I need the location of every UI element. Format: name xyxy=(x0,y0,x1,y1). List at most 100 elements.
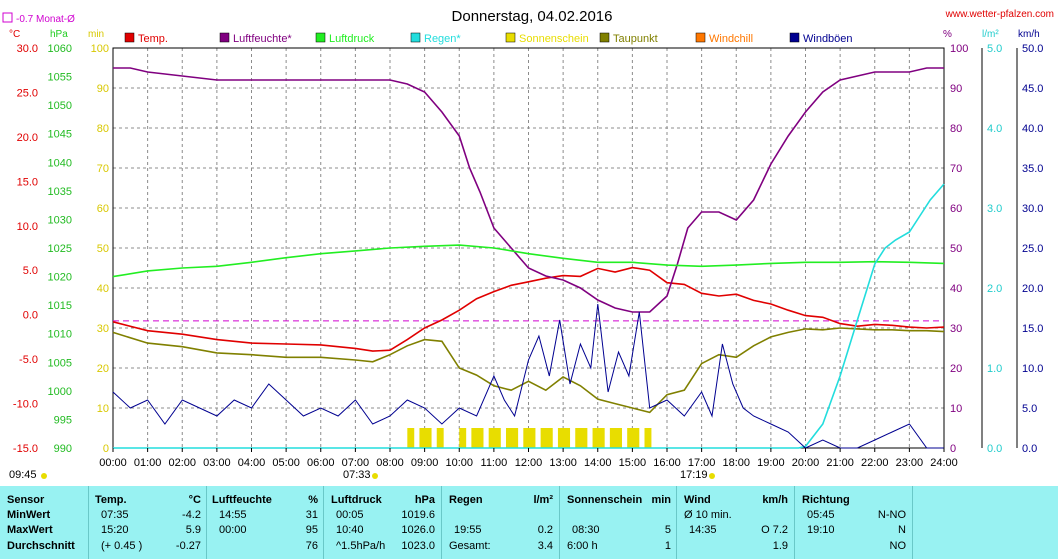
sunrise-marker xyxy=(372,473,378,479)
tick-label-pressure: 995 xyxy=(54,414,72,426)
tick-label-pressure: 1025 xyxy=(48,243,72,255)
tick-label-rain: 4.0 xyxy=(987,123,1002,135)
tick-label-wind: 20.0 xyxy=(1022,283,1043,295)
sunshine-bar xyxy=(493,428,501,448)
tick-label-rain: 3.0 xyxy=(987,203,1002,215)
sunshine-bar xyxy=(419,428,427,448)
stats-value: 95 xyxy=(305,524,318,536)
stats-unit-wind: km/h xyxy=(762,494,788,506)
series-line-temp xyxy=(112,266,945,352)
stats-header-wind: Wind xyxy=(684,494,711,506)
tick-label-rain: 2.0 xyxy=(987,283,1002,295)
stats-time: (+ 0.45 ) xyxy=(101,540,143,552)
legend-label: Windböen xyxy=(803,33,853,45)
stats-value: 1026.0 xyxy=(401,524,435,536)
tick-label-temp: -5.0 xyxy=(19,354,38,366)
tick-label-minutes: 0 xyxy=(103,443,109,455)
tick-label-pressure: 1015 xyxy=(48,300,72,312)
stats-time: 19:55 xyxy=(454,524,482,536)
stats-col-empty xyxy=(912,486,1058,559)
tick-label-pressure: 1005 xyxy=(48,357,72,369)
tick-label-minutes: 20 xyxy=(97,363,109,375)
tick-label-x: 11:00 xyxy=(481,457,508,469)
stats-header-sensor: Sensor xyxy=(7,494,45,506)
stats-value: 1.9 xyxy=(772,540,788,552)
tick-label-wind: 30.0 xyxy=(1022,203,1043,215)
tick-label-humidity: 90 xyxy=(950,83,962,95)
sunshine-bar xyxy=(424,428,432,448)
sunshine-bar xyxy=(471,428,479,448)
legend-swatch xyxy=(219,32,230,43)
stats-row-label: MinWert xyxy=(7,509,51,521)
tick-label-wind: 10.0 xyxy=(1022,363,1043,375)
stats-time: 00:00 xyxy=(219,524,247,536)
stats-time: 19:10 xyxy=(807,524,835,536)
sun-hours-label: 09:45 xyxy=(9,469,37,481)
tick-label-humidity: 100 xyxy=(950,43,968,55)
tick-label-pressure: 1020 xyxy=(48,272,72,284)
tick-label-pressure: 1050 xyxy=(48,100,72,112)
sunshine-bar xyxy=(615,428,622,448)
tick-label-x: 10:00 xyxy=(445,457,473,469)
tick-label-humidity: 30 xyxy=(950,323,962,335)
tick-label-x: 23:00 xyxy=(896,457,924,469)
series-line-taupunkt xyxy=(112,327,945,414)
tick-label-humidity: 0 xyxy=(950,443,956,455)
tick-label-x: 07:00 xyxy=(342,457,370,469)
tick-label-rain: 1.0 xyxy=(987,363,1002,375)
tick-label-humidity: 40 xyxy=(950,283,962,295)
sunshine-bar xyxy=(511,428,519,448)
tick-label-rain: 0.0 xyxy=(987,443,1002,455)
statistics-table: Sensor MinWert MaxWert Durchschnitt Temp… xyxy=(0,486,1058,559)
stats-value: N xyxy=(898,524,906,536)
unit-wind: km/h xyxy=(1018,29,1040,40)
tick-label-minutes: 50 xyxy=(97,243,109,255)
tick-label-x: 15:00 xyxy=(619,457,647,469)
stats-time: ^1.5hPa/h xyxy=(336,540,386,552)
tick-label-wind: 15.0 xyxy=(1022,323,1043,335)
unit-percent: % xyxy=(943,29,952,40)
stats-col-sensor: Sensor MinWert MaxWert Durchschnitt xyxy=(0,486,88,559)
sunshine-bar xyxy=(436,428,444,448)
tick-label-minutes: 10 xyxy=(97,403,109,415)
stats-header-humidity: Luftfeuchte xyxy=(212,494,272,506)
tick-label-humidity: 80 xyxy=(950,123,962,135)
tick-label-temp: 0.0 xyxy=(23,310,38,322)
legend-label: Luftdruck xyxy=(329,33,375,45)
legend-label: Taupunkt xyxy=(613,33,658,45)
tick-label-humidity: 20 xyxy=(950,363,962,375)
tick-label-x: 24:00 xyxy=(930,457,958,469)
stats-col-temp: Temp. °C 07:35 -4.2 15:20 5.9 (+ 0.45 ) … xyxy=(88,486,207,559)
tick-label-x: 08:00 xyxy=(376,457,404,469)
sunshine-bar xyxy=(540,428,548,448)
legend-swatch xyxy=(410,32,421,43)
monthly-mean-swatch xyxy=(2,12,13,23)
stats-row-label: Durchschnitt xyxy=(7,540,75,552)
stats-col-wind: Wind km/h Ø 10 min. 14:35 O 7.2 1.9 xyxy=(676,486,795,559)
sunshine-bar xyxy=(627,428,635,448)
unit-rain: l/m² xyxy=(982,29,999,40)
sunshine-bar xyxy=(459,428,467,448)
series-line-regen xyxy=(113,183,945,449)
tick-label-minutes: 30 xyxy=(97,323,109,335)
stats-value: 31 xyxy=(305,509,318,521)
stats-unit-temp: °C xyxy=(188,494,201,506)
stats-unit-pressure: hPa xyxy=(414,494,435,506)
stats-value: 1019.6 xyxy=(401,509,435,521)
tick-label-pressure: 990 xyxy=(54,443,72,455)
stats-time: 10:40 xyxy=(336,524,364,536)
stats-header-sun: Sonnenschein xyxy=(567,494,643,506)
sunset-marker xyxy=(709,473,715,479)
stats-time: 00:05 xyxy=(336,509,364,521)
legend-label: Regen* xyxy=(424,33,461,45)
sunshine-bar xyxy=(632,428,640,448)
tick-label-x: 02:00 xyxy=(168,457,196,469)
weather-chart: 30.0 25.0 20.0 15.0 10.0 5.0 0.0 -5.0 -10.0 -15.0… xyxy=(2,8,1054,481)
tick-label-temp: -15.0 xyxy=(13,443,38,455)
tick-label-x: 09:00 xyxy=(411,457,439,469)
stats-value: 5.9 xyxy=(185,524,201,536)
legend-label: Windchill xyxy=(709,33,753,45)
tick-label-temp: 30.0 xyxy=(17,43,38,55)
sunset-label: 17:19 xyxy=(680,469,708,481)
tick-label-x: 21:00 xyxy=(826,457,854,469)
